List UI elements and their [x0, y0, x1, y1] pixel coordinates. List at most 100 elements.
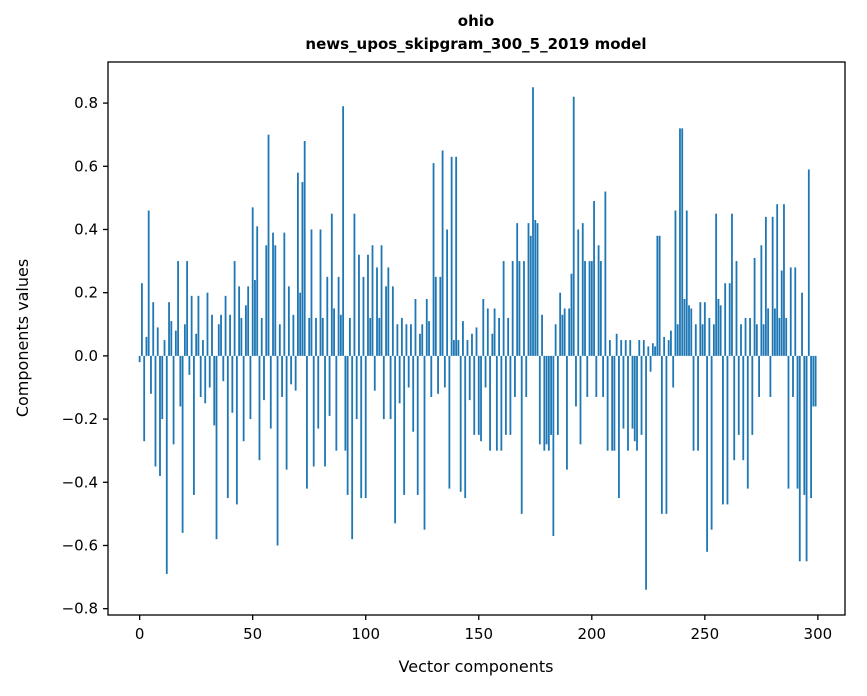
bar — [412, 355, 415, 432]
bar — [400, 317, 403, 356]
bar — [235, 355, 238, 505]
bar — [606, 355, 609, 451]
bar — [152, 302, 155, 356]
bar — [301, 182, 304, 356]
bar — [595, 355, 598, 397]
bar — [446, 229, 449, 356]
bar — [581, 223, 584, 356]
bar — [767, 308, 770, 356]
x-tick-label: 100 — [351, 625, 380, 643]
bar — [642, 340, 645, 356]
bar — [154, 355, 157, 467]
y-tick-label: 0.4 — [74, 220, 98, 238]
bar — [536, 223, 539, 356]
bar — [701, 324, 704, 356]
bar — [335, 355, 338, 451]
bar — [423, 355, 426, 530]
bar — [425, 299, 428, 356]
bar — [443, 355, 446, 388]
bar — [529, 235, 532, 356]
bar — [410, 324, 412, 356]
bar — [315, 317, 317, 356]
y-tick-label: −0.4 — [62, 473, 98, 491]
plot-border — [107, 61, 846, 616]
bar — [477, 355, 480, 435]
bar — [681, 128, 684, 356]
bar — [794, 267, 797, 356]
bar — [710, 355, 713, 530]
bar — [708, 317, 711, 356]
bar — [339, 314, 342, 356]
bar — [679, 128, 681, 356]
bar — [172, 355, 175, 445]
bar — [740, 324, 742, 356]
bar — [516, 223, 519, 356]
bar — [552, 355, 555, 536]
bar — [299, 292, 302, 356]
bar — [611, 355, 614, 451]
bar — [231, 355, 234, 413]
bar — [575, 355, 577, 407]
bar — [563, 308, 566, 356]
bar — [640, 355, 643, 435]
bar — [150, 355, 152, 394]
bar — [787, 355, 790, 489]
bar — [468, 355, 471, 401]
bar — [197, 295, 200, 356]
bar — [450, 156, 453, 356]
bar — [656, 235, 659, 356]
bar — [394, 355, 397, 524]
bar — [202, 340, 204, 356]
bar — [224, 295, 227, 356]
bar — [694, 324, 697, 356]
bar — [317, 355, 320, 429]
bar — [733, 355, 736, 461]
bar — [670, 330, 672, 356]
bar — [238, 286, 241, 356]
bar — [457, 340, 460, 356]
bar — [547, 355, 550, 451]
bar — [726, 355, 729, 505]
bar — [281, 355, 283, 397]
bar — [654, 346, 656, 356]
bar — [649, 355, 652, 372]
bar — [459, 355, 462, 492]
bar — [358, 254, 360, 356]
bar — [660, 355, 663, 514]
x-tick-label: 0 — [135, 625, 145, 643]
bar — [776, 204, 779, 356]
bar — [509, 355, 512, 435]
bar — [764, 216, 767, 356]
bar — [604, 191, 607, 356]
bar — [258, 355, 261, 461]
bar — [430, 355, 433, 397]
bar — [312, 355, 315, 467]
bar — [724, 283, 727, 356]
bar — [584, 261, 586, 356]
bar — [421, 324, 424, 356]
bar — [260, 317, 263, 356]
bar — [407, 355, 410, 388]
bar — [360, 355, 363, 499]
bar — [344, 355, 347, 451]
y-tick-label: 0.2 — [74, 284, 98, 302]
bar — [367, 254, 369, 356]
bar — [161, 355, 164, 420]
bar — [778, 317, 781, 356]
bar — [466, 340, 469, 356]
bar — [728, 283, 731, 356]
bar — [706, 355, 708, 552]
bar — [780, 270, 783, 356]
bar — [229, 314, 231, 356]
bar — [245, 305, 247, 356]
bar — [633, 355, 636, 442]
bar — [688, 305, 690, 356]
bar — [624, 340, 627, 356]
bar — [597, 245, 600, 356]
bar — [774, 308, 776, 356]
bar — [749, 317, 751, 356]
bar — [351, 355, 354, 540]
bar — [538, 355, 541, 445]
bar — [636, 355, 638, 451]
bar — [579, 355, 582, 445]
